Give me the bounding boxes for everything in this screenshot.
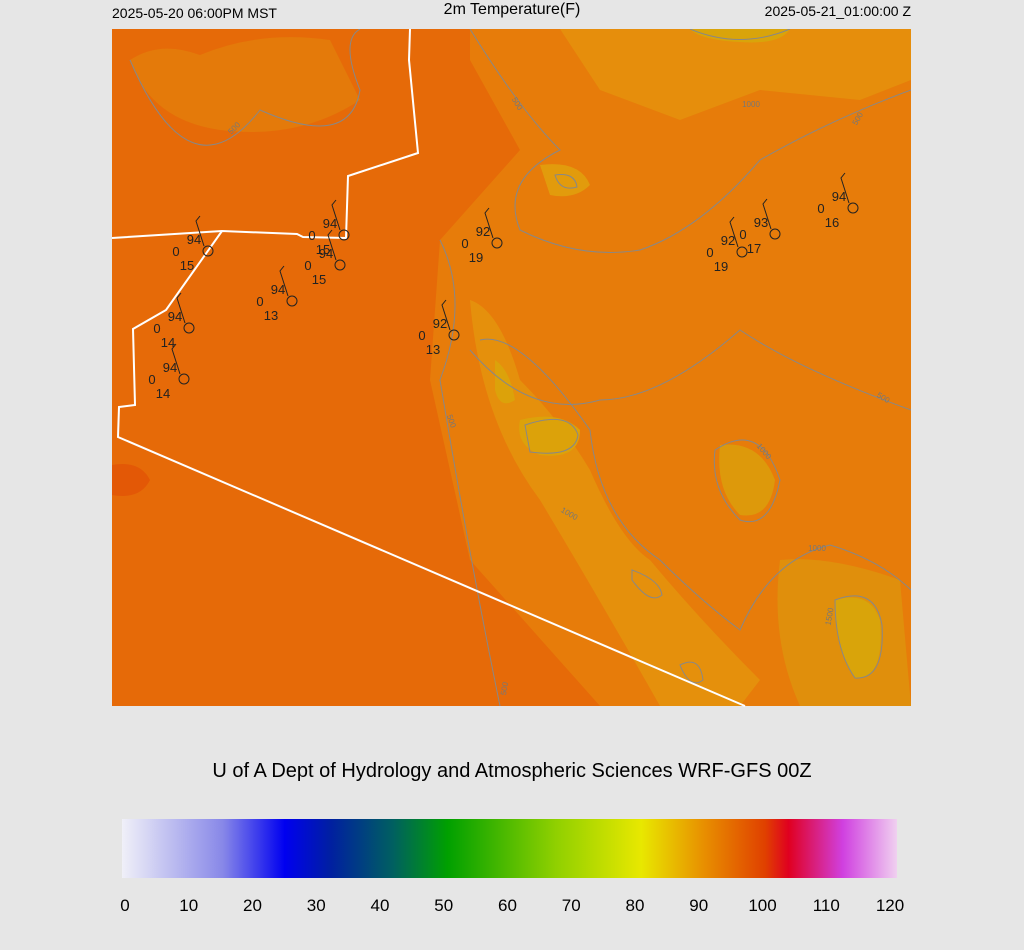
colorbar-tick-label: 30	[307, 896, 326, 915]
station-plot: 92 013	[418, 299, 460, 357]
station-cloud: 0	[706, 245, 713, 260]
station-plot: 94 015	[308, 199, 350, 257]
valid-time-local: 2025-05-20 06:00PM MST	[112, 5, 277, 21]
station-plot: 94 014	[148, 343, 190, 401]
station-dewpoint: 16	[825, 215, 839, 230]
station-dewpoint: 14	[161, 335, 175, 350]
station-dewpoint: 13	[264, 308, 278, 323]
station-dewpoint: 14	[156, 386, 170, 401]
wind-barb	[195, 215, 205, 247]
station-cloud: 0	[256, 294, 263, 309]
station-plot: 94 016	[817, 172, 859, 230]
station-circle	[769, 228, 781, 240]
station-cloud: 0	[148, 372, 155, 387]
contour-label: 500	[499, 681, 510, 696]
station-circle	[736, 246, 748, 258]
colorbar	[122, 819, 897, 878]
wind-barb	[331, 199, 341, 231]
station-plot: 92 019	[461, 207, 503, 265]
elevation-contours	[129, 29, 911, 706]
wind-barb	[176, 292, 186, 324]
station-cloud: 0	[461, 236, 468, 251]
station-cloud: 0	[304, 258, 311, 273]
credit: U of A Dept of Hydrology and Atmospheric…	[212, 760, 811, 782]
station-cloud: 0	[153, 321, 160, 336]
station-temperature: 94	[319, 246, 333, 261]
station-cloud: 0	[418, 328, 425, 343]
wind-barb	[441, 299, 451, 331]
station-cloud: 0	[739, 227, 746, 242]
colorbar-tick-label: 70	[562, 896, 581, 915]
colorbar-tick-label: 40	[371, 896, 390, 915]
colorbar-ticks: 0 10 20 30 40 50 60 70 80 90 100 110 120	[120, 896, 904, 915]
station-circle	[286, 295, 298, 307]
colorbar-tick-label: 110	[813, 896, 840, 915]
station-circle	[202, 245, 214, 257]
station-cloud: 0	[817, 201, 824, 216]
station-dewpoint: 15	[316, 242, 330, 257]
station-temperature: 92	[433, 316, 447, 331]
contour-label: 500	[445, 413, 458, 429]
station-temperature: 92	[721, 233, 735, 248]
contour-label: 1000	[808, 544, 826, 553]
station-plot: 93 017	[739, 198, 781, 256]
station-plot: 94 014	[153, 292, 195, 350]
colorbar-tick-label: 10	[179, 896, 198, 915]
station-circle	[847, 202, 859, 214]
station-plots: 9401594015940159401394014940149201992013…	[148, 172, 859, 401]
colorbar-tick-label: 50	[434, 896, 453, 915]
station-circle	[491, 237, 503, 249]
colorbar-tick-label: 100	[748, 896, 776, 915]
state-borders	[111, 28, 746, 707]
station-cloud: 0	[172, 244, 179, 259]
colorbar-tick-label: 60	[498, 896, 517, 915]
station-circle	[448, 329, 460, 341]
wind-barb	[484, 207, 494, 239]
station-temperature: 93	[754, 215, 768, 230]
station-temperature: 94	[163, 360, 177, 375]
station-dewpoint: 19	[714, 259, 728, 274]
colorbar-tick-label: 120	[876, 896, 904, 915]
station-circle	[178, 373, 190, 385]
station-circle	[183, 322, 195, 334]
contour-label: 1000	[742, 100, 760, 109]
temperature-field	[112, 29, 911, 706]
map-title: 2m Temperature(F)	[444, 1, 581, 18]
colorbar-tick-label: 20	[243, 896, 262, 915]
station-temperature: 94	[271, 282, 285, 297]
station-circle	[338, 229, 350, 241]
valid-time-utc: 2025-05-21_01:00:00 Z	[765, 3, 912, 19]
station-dewpoint: 13	[426, 342, 440, 357]
station-dewpoint: 15	[312, 272, 326, 287]
station-dewpoint: 19	[469, 250, 483, 265]
station-temperature: 92	[476, 224, 490, 239]
wind-barb	[171, 343, 181, 375]
wind-barb	[762, 198, 772, 230]
station-temperature: 94	[323, 216, 337, 231]
station-temperature: 94	[168, 309, 182, 324]
station-cloud: 0	[308, 228, 315, 243]
wind-barb	[729, 216, 739, 248]
station-plot: 94 015	[172, 215, 214, 273]
station-temperature: 94	[832, 189, 846, 204]
wind-barb	[327, 229, 337, 261]
station-temperature: 94	[187, 232, 201, 247]
wind-barb	[840, 172, 850, 204]
colorbar-tick-label: 0	[120, 896, 129, 915]
station-dewpoint: 15	[180, 258, 194, 273]
colorbar-tick-label: 80	[626, 896, 645, 915]
colorbar-tick-label: 90	[689, 896, 708, 915]
station-plot: 94 013	[256, 265, 298, 323]
contour-label: 1500	[824, 606, 836, 626]
wind-barb	[279, 265, 289, 297]
station-circle	[334, 259, 346, 271]
station-dewpoint: 17	[747, 241, 761, 256]
